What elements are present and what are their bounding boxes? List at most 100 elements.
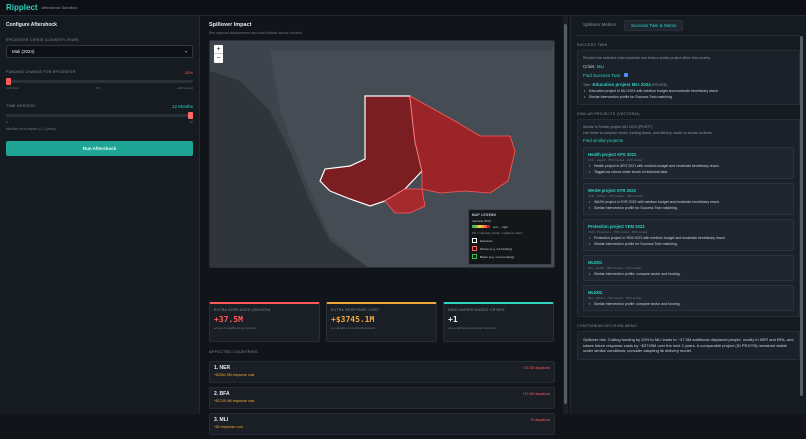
project-meta: SYR · WASH · 70% funded · 88% similar [588,194,643,198]
app-brand[interactable]: Ripplect [6,3,38,12]
project-title: Health project AFG 2021 [588,152,637,157]
spillover-map[interactable]: + − MAP LEGEND Intensity (PCI) low → hig… [209,40,555,268]
zoom-in-button[interactable]: + [214,45,223,54]
card-value: +1 [448,315,458,324]
funding-slider[interactable] [6,78,193,85]
crisis-select-value: Mali (2024) [12,49,35,54]
list-item[interactable]: Protection project YEM 2023 YEM · Protec… [583,219,794,251]
twin-result: Twin: Education project MLI 2024 (PRJ078… [583,82,794,87]
middle-scrollbar[interactable] [563,16,568,414]
horizon-tick-min: 6 [6,120,8,124]
horizon-hint: Medium-term impact (1-2 years) [6,127,56,131]
country-name: 1. NER [214,365,231,371]
horizon-slider[interactable] [6,112,193,119]
project-bullet: WASH project in SYR 2022 with medium bud… [588,200,789,204]
project-meta: YEM · Protection · 75% funded · 85% simi… [588,230,648,234]
map-legend: MAP LEGEND Intensity (PCI) low → high Fi… [468,209,552,265]
similar-note: Use these to compare sector, funding lev… [583,131,713,135]
card-note: crises falling underfunded threshold [448,326,496,330]
card-value: +37.5M [214,315,243,324]
crisis-select[interactable]: Mali (2024) ▾ [6,45,193,58]
find-twin-button[interactable]: Find Success Twin [583,73,794,78]
legend-worse: Worse (e.g. cut funding) [472,246,548,251]
run-aftershock-button[interactable]: Run Aftershock [6,141,193,156]
country-cost: +$0 response cost [214,425,243,429]
card-underfunded: NEW UNDERFUNDED CRISES +1 crises falling… [443,302,554,342]
project-bullet: Protection project in YEM 2023 with medi… [588,236,789,240]
legend-gradient: low → high [472,225,548,229]
list-item[interactable]: Health project AFG 2021 AFG · Health · 8… [583,147,794,179]
project-title: MLI002 [588,290,603,295]
country-cost: +$2361.9M response cost [214,373,255,377]
country-displaced: +23.7M displaced [522,366,550,370]
project-meta: MLI · WASH · 75% funded · 82% similar [588,296,642,300]
spillover-subtitle: See regional displacement and cost infla… [209,31,303,35]
project-title: MLI001 [588,260,603,265]
project-meta: AFG · Health · 85% funded · 91% similar [588,158,643,162]
card-title: EXTRA RESPONSE COST [331,308,380,312]
project-bullet: Health project in AFG 2021 with medium b… [588,164,789,168]
config-title: Configure Aftershock [6,22,57,28]
project-meta: MLI · Health · 90% funded · 84% similar [588,266,642,270]
legend-intensity: Intensity (PCI) [472,219,492,223]
list-item[interactable]: 3. MLI +$0 response cost +0 displaced [209,413,555,435]
memo-section-title: CONTRARIAN DECISION MEMO [577,324,638,328]
card-title: EXTRA DISPLACED (REGION) [214,308,271,312]
project-title: WASH project SYR 2022 [588,188,636,193]
list-item[interactable]: MLI002 MLI · WASH · 75% funded · 82% sim… [583,285,794,311]
memo-box: Spillover risk: Cutting funding by 20% t… [577,331,800,360]
country-ner[interactable] [409,95,516,194]
crisis-label: EPICENTER CRISIS (COUNTRY-YEAR) [6,38,79,42]
legend-better: Better (e.g. more funding) [472,254,548,259]
country-displaced: +17.9M displaced [522,392,550,396]
list-item[interactable]: 2. BFA +$1745.4M response cost +17.9M di… [209,387,555,409]
legend-gradient-note: Fill = intensity, stroke = spillover eff… [472,231,523,235]
horizon-value: 12 Months [171,104,193,109]
funding-tick-max: +100 (more) [176,86,193,90]
list-item[interactable]: 1. NER +$2361.9M response cost +23.7M di… [209,361,555,383]
project-bullet: Tagged as robust under shock in historic… [588,170,789,174]
right-scrollbar[interactable] [800,16,805,414]
horizon-slider-thumb[interactable] [188,112,193,119]
crisis-label: Crisis: [583,64,596,69]
twin-box: Reorient the selected crisis epicenter a… [577,50,800,105]
card-note: across 2 neighbouring countries [214,326,257,330]
list-item[interactable]: MLI001 MLI · Health · 90% funded · 84% s… [583,255,794,281]
zoom-control: + − [214,45,223,63]
twin-label: Twin: [583,83,592,87]
twin-code: (PRJ078) [651,83,667,87]
twin-crisis-row: Crisis: MLI [583,64,794,69]
legend-epicenter: Epicenter [472,238,548,243]
country-displaced: +0 displaced [530,418,550,422]
chevron-down-icon: ▾ [184,49,187,54]
horizon-label: TIME HORIZON [6,104,36,108]
country-cost: +$1745.4M response cost [214,399,255,403]
funding-tick-mid: 0% [95,86,100,90]
project-bullet: Similar intervention profile for Success… [588,206,789,210]
tab-success-twin-memo[interactable]: Success Twin & Memo [624,20,684,31]
legend-gradient-range: low → high [493,225,508,229]
insights-panel: Spillover Metrics Success Twin & Memo SU… [570,16,806,414]
card-title: NEW UNDERFUNDED CRISES [448,308,505,312]
funding-label: FUNDING CHANGE FOR EPICENTER [6,70,76,74]
tab-bar: Spillover Metrics Success Twin & Memo [577,20,800,36]
zoom-out-button[interactable]: − [216,55,221,62]
project-title: Protection project YEM 2023 [588,224,645,229]
similar-box: Similar to Shelter project MLI 2024 (PRJ… [577,119,800,317]
twin-bullet: Similar intervention profile for Success… [583,95,794,99]
twin-project[interactable]: Education project MLI 2024 [592,82,651,87]
card-extra-cost: EXTRA RESPONSE COST +$3745.1M to maintai… [326,302,437,342]
twin-intro: Reorient the selected crisis epicenter a… [583,56,711,60]
similar-section-title: SIMILAR PROJECTS (VECTORAI) [577,112,640,116]
tab-spillover-metrics[interactable]: Spillover Metrics [583,22,617,27]
funding-value: -10% [183,70,193,75]
spillover-panel: Spillover Impact See regional displaceme… [204,16,562,435]
funding-slider-thumb[interactable] [6,78,11,85]
find-similar-button[interactable]: Find similar projects [583,138,624,143]
list-item[interactable]: WASH project SYR 2022 SYR · WASH · 70% f… [583,183,794,215]
project-bullet: Similar intervention profile; compare se… [588,272,789,276]
spillover-title: Spillover Impact [209,22,252,28]
crisis-value: MLI [596,64,605,69]
country-bfa[interactable] [384,188,426,214]
app-subtitle: Aftershock Sandbox [41,5,78,10]
